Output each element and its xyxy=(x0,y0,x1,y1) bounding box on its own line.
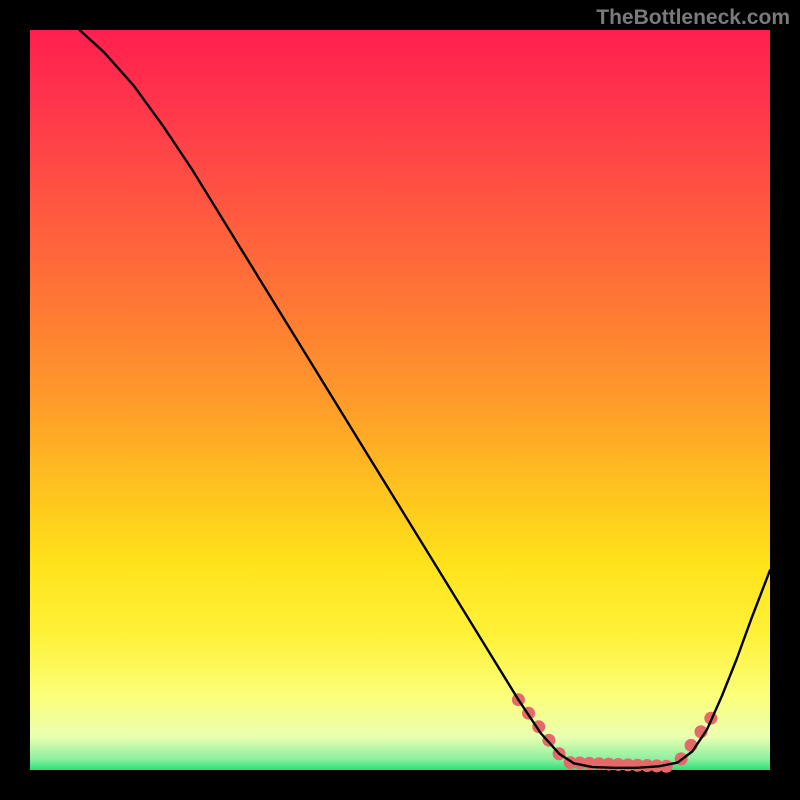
watermark-text: TheBottleneck.com xyxy=(596,6,790,30)
markers-group xyxy=(512,693,717,773)
plot-area xyxy=(30,30,770,770)
curve-layer xyxy=(30,30,770,770)
chart-container: TheBottleneck.com xyxy=(0,0,800,800)
bottleneck-curve xyxy=(80,30,770,768)
